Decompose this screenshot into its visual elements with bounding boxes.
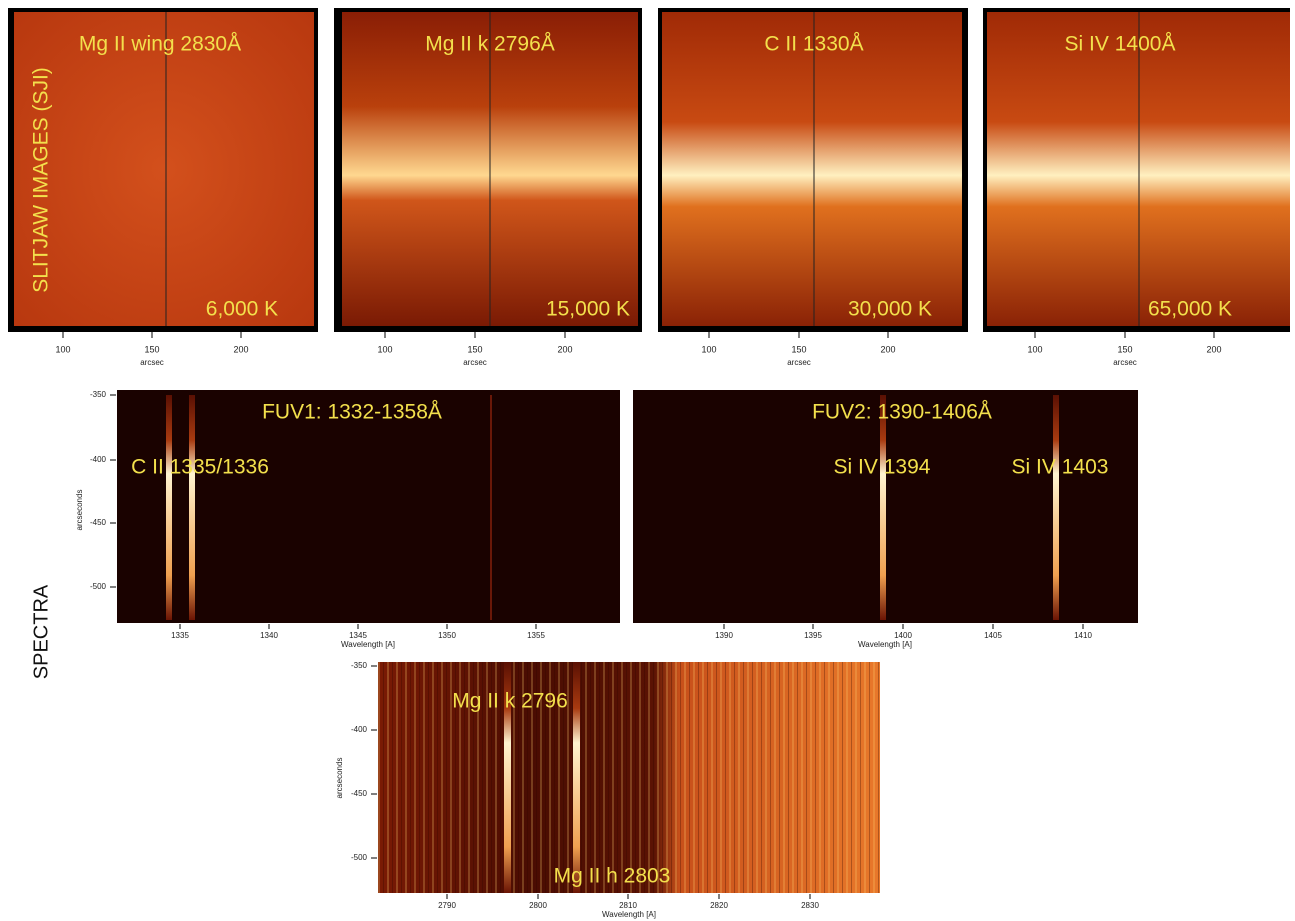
spectral-line: [504, 662, 511, 893]
spectral-line: [166, 395, 172, 620]
y-tick-label: -350: [351, 661, 368, 670]
x-axis-label: arcsec: [787, 358, 811, 367]
y-tick-label: -400: [90, 455, 107, 464]
x-axis-label: arcsec: [1113, 358, 1137, 367]
line-label: C II 1335/1336: [131, 456, 269, 479]
temperature-label: 30,000 K: [848, 298, 932, 321]
y-tick-label: -500: [351, 853, 368, 862]
x-tick-label: 2820: [710, 901, 728, 910]
line-label: Si IV 1403: [1012, 456, 1109, 479]
sji-image: [662, 12, 962, 326]
spectral-line: [880, 395, 886, 620]
panel-title: FUV2: 1390-1406Å: [812, 401, 992, 424]
panel-title: FUV1: 1332-1358Å: [262, 401, 442, 424]
spectral-line: [573, 662, 580, 893]
x-tick-label: 200: [233, 344, 248, 354]
y-axis-label: arcseconds: [75, 490, 84, 531]
temperature-label: 15,000 K: [546, 298, 630, 321]
line-label: Mg II h 2803: [554, 865, 671, 888]
x-tick-label: 2790: [438, 901, 456, 910]
x-axis-label: arcsec: [140, 358, 164, 367]
side-label: SPECTRA: [30, 584, 52, 679]
x-tick-label: 150: [791, 344, 806, 354]
x-tick-label: 2830: [801, 901, 819, 910]
panel-title: C II 1330Å: [764, 33, 863, 56]
y-axis-label: arcseconds: [335, 758, 344, 799]
x-tick-label: 1355: [527, 631, 545, 640]
x-tick-label: 1345: [349, 631, 367, 640]
x-tick-label: 100: [1027, 344, 1042, 354]
spectral-line: [490, 395, 492, 620]
x-tick-label: 200: [1206, 344, 1221, 354]
sji-image: [14, 12, 314, 326]
x-tick-label: 150: [467, 344, 482, 354]
x-tick-label: 1390: [715, 631, 733, 640]
x-tick-label: 100: [55, 344, 70, 354]
x-axis-label: arcsec: [463, 358, 487, 367]
spectral-line: [189, 395, 195, 620]
x-tick-label: 2810: [619, 901, 637, 910]
x-tick-label: 1395: [804, 631, 822, 640]
y-tick-label: -500: [90, 582, 107, 591]
temperature-label: 6,000 K: [206, 298, 278, 321]
x-tick-label: 100: [701, 344, 716, 354]
x-tick-label: 1400: [894, 631, 912, 640]
spectrum-texture: [378, 662, 880, 893]
line-label: Si IV 1394: [834, 456, 931, 479]
y-tick-label: -450: [351, 789, 368, 798]
temperature-label: 65,000 K: [1148, 298, 1232, 321]
spectral-line: [1053, 395, 1059, 620]
line-label: Mg II k 2796: [452, 690, 568, 713]
panel-title: Si IV 1400Å: [1065, 33, 1176, 56]
x-tick-label: 200: [880, 344, 895, 354]
x-tick-label: 150: [144, 344, 159, 354]
x-axis-label: Wavelength [A]: [858, 640, 912, 649]
spectrum-image: [117, 390, 620, 623]
x-axis-label: Wavelength [A]: [602, 910, 656, 919]
x-tick-label: 1335: [171, 631, 189, 640]
image-panels: [8, 8, 1290, 893]
panel-title: Mg II k 2796Å: [425, 33, 555, 56]
y-tick-label: -400: [351, 725, 368, 734]
x-tick-label: 1350: [438, 631, 456, 640]
x-tick-label: 150: [1117, 344, 1132, 354]
x-tick-label: 1340: [260, 631, 278, 640]
x-tick-label: 1405: [984, 631, 1002, 640]
y-tick-label: -450: [90, 518, 107, 527]
x-tick-label: 100: [377, 344, 392, 354]
x-axis-label: Wavelength [A]: [341, 640, 395, 649]
x-tick-label: 200: [557, 344, 572, 354]
y-tick-label: -350: [90, 390, 107, 399]
x-tick-label: 2800: [529, 901, 547, 910]
side-label: SLITJAW IMAGES (SJI): [30, 67, 53, 293]
x-tick-label: 1410: [1074, 631, 1092, 640]
panel-title: Mg II wing 2830Å: [79, 33, 241, 56]
